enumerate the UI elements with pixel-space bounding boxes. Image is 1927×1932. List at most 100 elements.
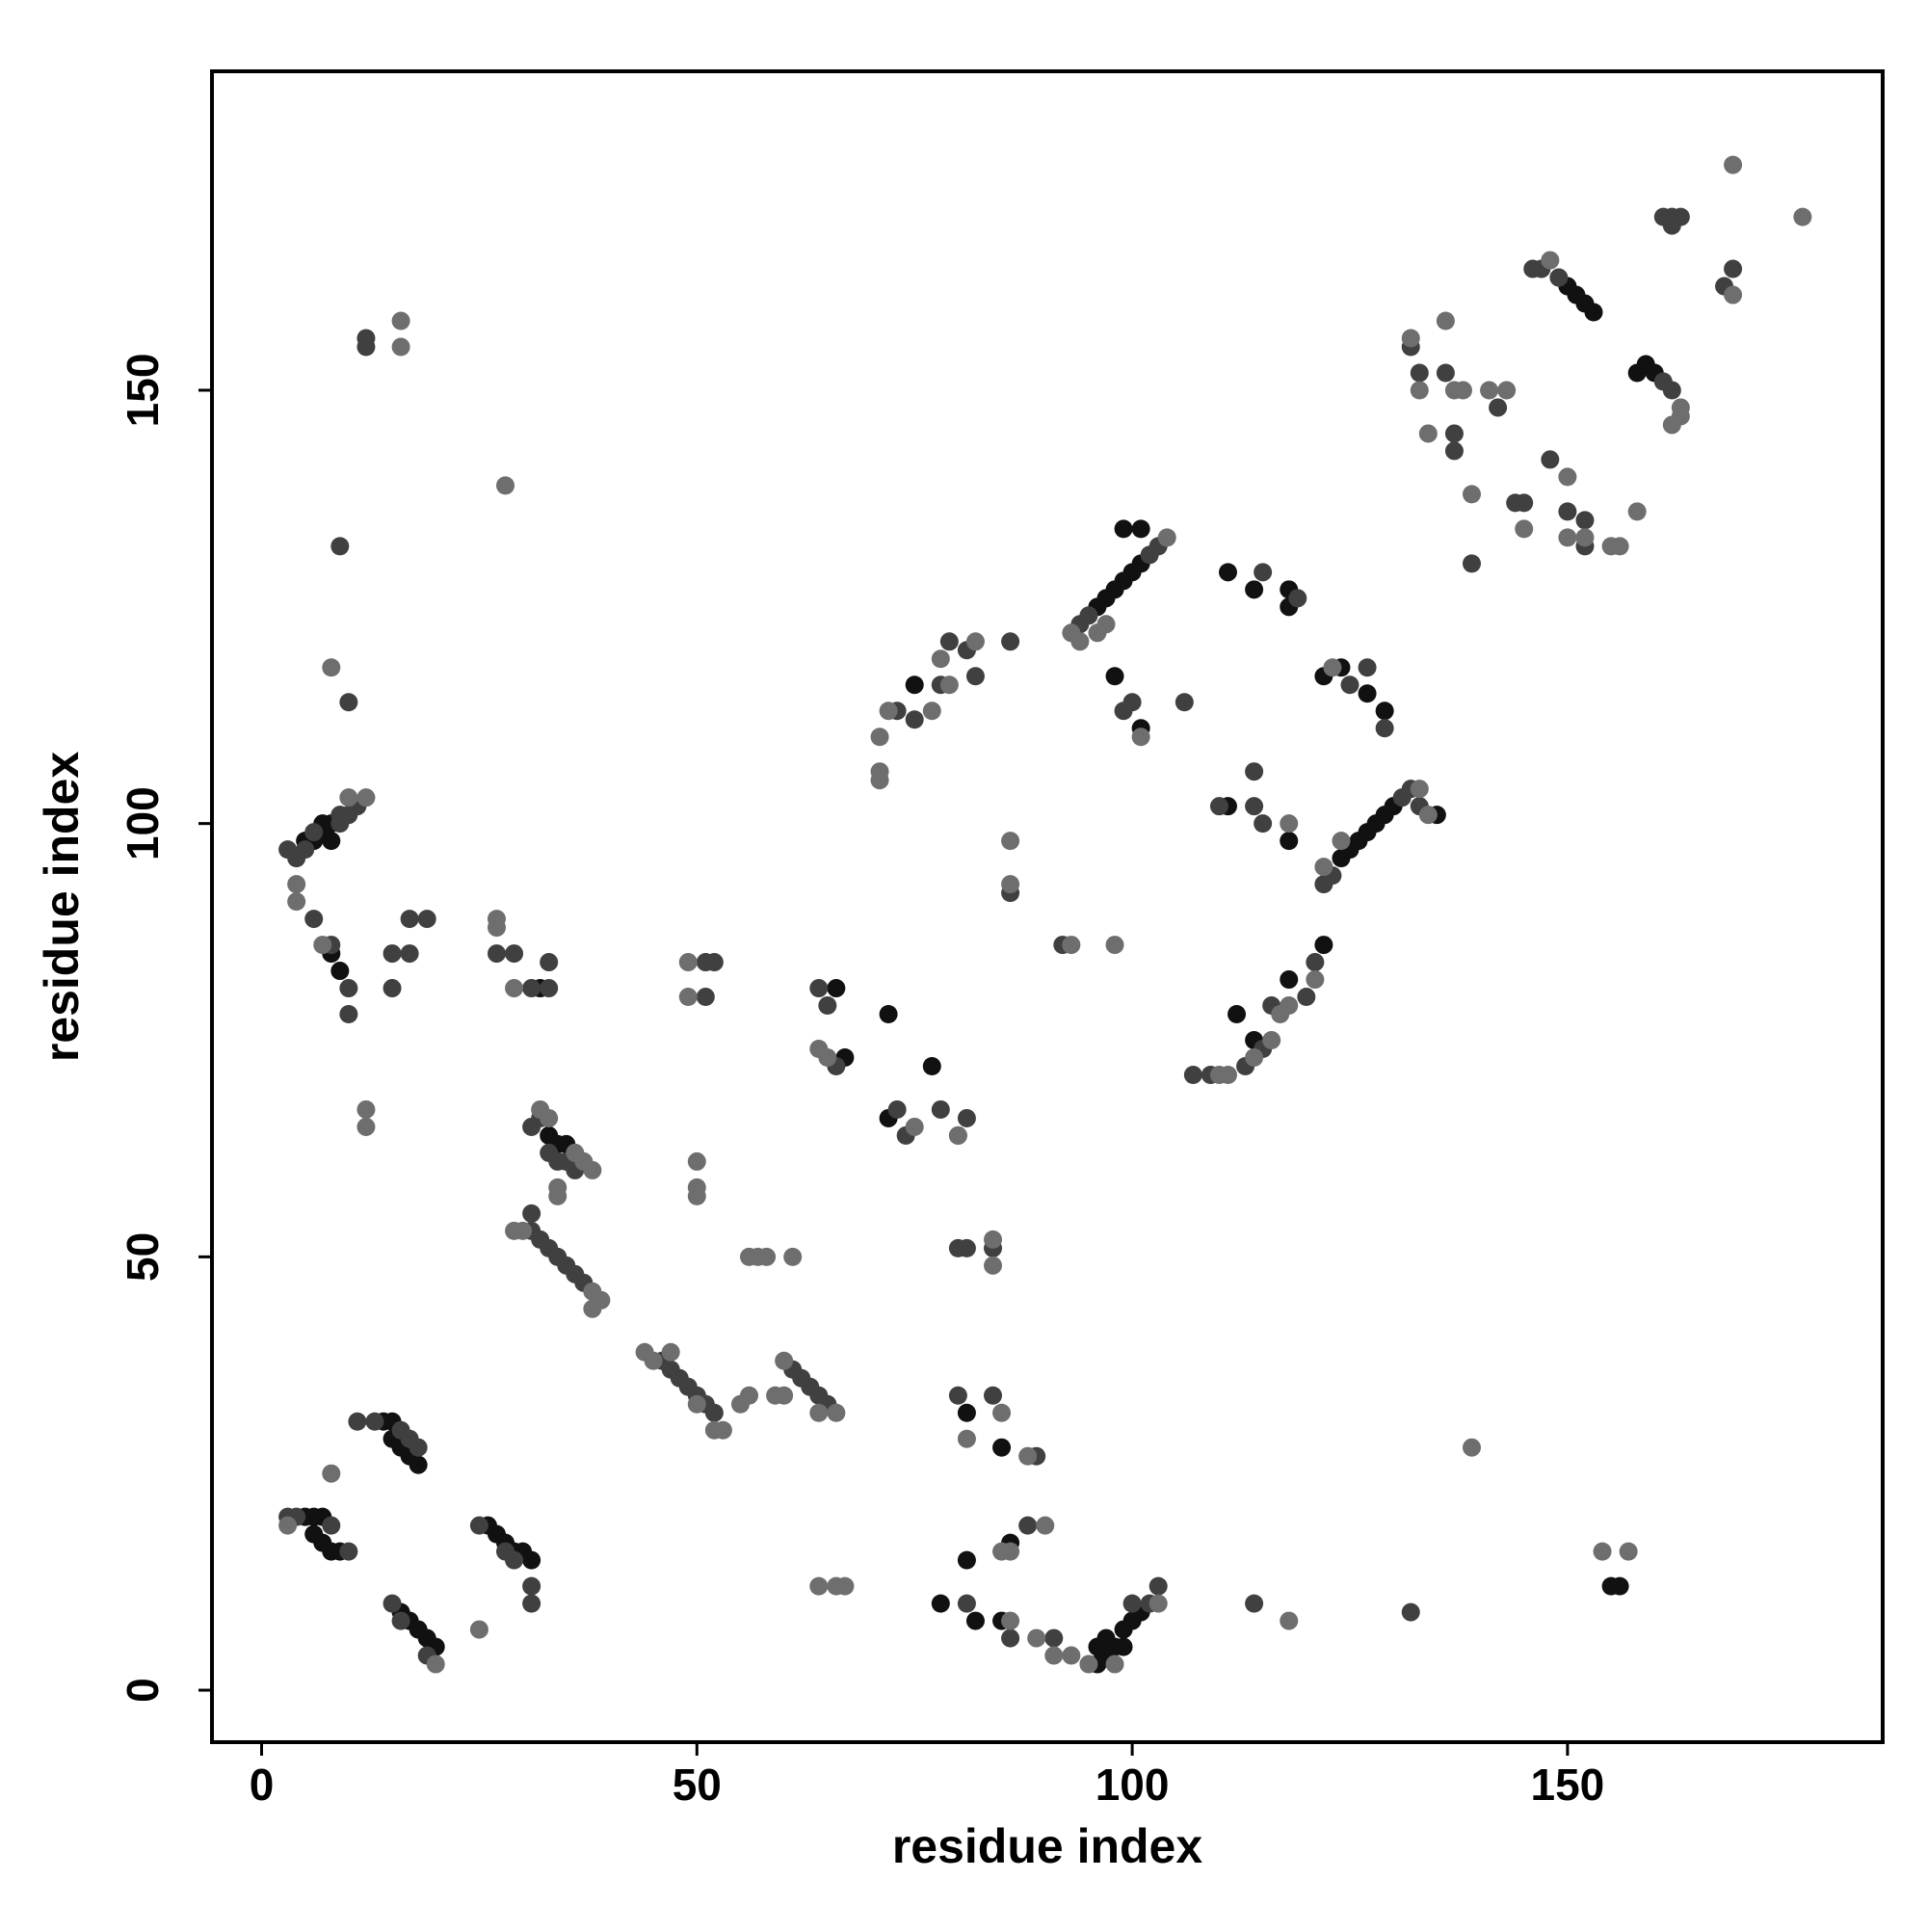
point xyxy=(1375,701,1394,721)
point xyxy=(1218,1065,1237,1084)
point xyxy=(1245,1594,1264,1613)
point xyxy=(1288,589,1307,608)
point xyxy=(1575,511,1595,530)
point xyxy=(409,1438,428,1457)
y-tick-label: 50 xyxy=(118,1232,168,1282)
point xyxy=(809,1403,829,1422)
point xyxy=(1245,1047,1264,1067)
point xyxy=(1314,936,1333,955)
point xyxy=(965,1611,985,1630)
point xyxy=(1593,1542,1612,1561)
point xyxy=(1105,936,1124,955)
point xyxy=(1131,519,1150,539)
point xyxy=(313,936,332,955)
point xyxy=(687,1151,706,1171)
point xyxy=(1218,563,1237,582)
point xyxy=(1254,563,1273,582)
point xyxy=(487,944,506,964)
point xyxy=(296,840,315,860)
point xyxy=(1575,528,1595,547)
point xyxy=(1619,1542,1638,1561)
point xyxy=(809,1576,829,1596)
plot-frame xyxy=(210,69,1885,1744)
point xyxy=(870,771,889,790)
point xyxy=(1558,528,1577,547)
point xyxy=(931,1099,950,1119)
point xyxy=(487,918,506,938)
point xyxy=(400,910,419,929)
point xyxy=(583,1299,602,1318)
point xyxy=(1131,728,1150,747)
point xyxy=(678,988,698,1007)
point xyxy=(287,892,306,912)
point xyxy=(1410,363,1429,383)
point xyxy=(1323,658,1342,677)
point xyxy=(661,1342,680,1362)
point xyxy=(1157,528,1176,547)
point xyxy=(1671,207,1690,226)
point xyxy=(827,979,846,998)
point xyxy=(1436,311,1455,331)
point xyxy=(957,1238,976,1257)
point xyxy=(696,988,715,1007)
point xyxy=(496,476,515,495)
point xyxy=(1280,970,1299,990)
point xyxy=(522,1594,541,1613)
point xyxy=(383,979,402,998)
y-axis-title: residue index xyxy=(35,752,89,1063)
point xyxy=(1245,762,1264,781)
point xyxy=(1297,988,1316,1007)
point xyxy=(365,1412,384,1431)
point xyxy=(522,1550,541,1570)
point xyxy=(339,1005,358,1024)
point xyxy=(827,1403,846,1422)
point xyxy=(1114,519,1133,539)
point xyxy=(356,1117,376,1136)
point xyxy=(1515,519,1534,539)
point xyxy=(1418,424,1438,443)
point xyxy=(348,1412,367,1431)
point xyxy=(835,1576,855,1596)
point xyxy=(1558,502,1577,521)
x-tick-label: 150 xyxy=(1531,1760,1605,1810)
point xyxy=(818,996,837,1016)
point xyxy=(505,944,524,964)
point xyxy=(1541,450,1560,469)
point xyxy=(1122,1594,1142,1613)
point xyxy=(783,1247,803,1266)
point xyxy=(1627,502,1647,521)
point xyxy=(505,1550,524,1570)
point xyxy=(1332,832,1351,851)
point xyxy=(775,1351,794,1370)
point xyxy=(1036,1516,1055,1535)
point xyxy=(809,979,829,998)
point xyxy=(1610,1576,1629,1596)
point xyxy=(1001,875,1020,894)
point xyxy=(339,979,358,998)
point xyxy=(879,1005,898,1024)
point xyxy=(522,979,541,998)
point xyxy=(984,1230,1003,1249)
point xyxy=(870,728,889,747)
point xyxy=(1558,467,1577,487)
point xyxy=(1044,1646,1064,1665)
point xyxy=(1001,1611,1020,1630)
point xyxy=(1418,806,1438,825)
point xyxy=(1062,936,1081,955)
point xyxy=(1079,1654,1098,1674)
point xyxy=(965,667,985,686)
point xyxy=(1227,1005,1247,1024)
point xyxy=(304,910,324,929)
point xyxy=(1724,259,1743,278)
point xyxy=(1114,1637,1133,1656)
point xyxy=(1358,684,1377,703)
point xyxy=(1671,407,1690,426)
point xyxy=(383,1594,402,1613)
point xyxy=(905,1117,924,1136)
point xyxy=(1724,285,1743,304)
point xyxy=(948,1125,967,1145)
point xyxy=(356,788,376,807)
point xyxy=(1549,268,1569,287)
point xyxy=(469,1620,488,1639)
